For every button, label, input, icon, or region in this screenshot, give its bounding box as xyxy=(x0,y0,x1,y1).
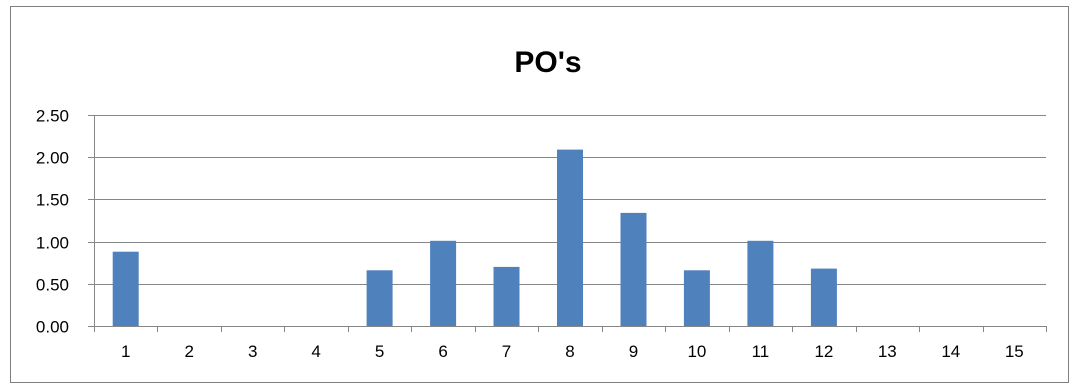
x-tick-label: 3 xyxy=(248,342,257,361)
x-tick-label: 15 xyxy=(1005,342,1024,361)
bar xyxy=(683,270,710,326)
x-tick-label: 2 xyxy=(184,342,193,361)
x-tick-label: 13 xyxy=(878,342,897,361)
y-tick-label: 0.00 xyxy=(36,318,69,337)
y-tick-labels: 0.00 0.50 1.00 1.50 2.00 2.50 xyxy=(36,107,69,337)
bars xyxy=(112,149,837,326)
chart-border xyxy=(10,6,1069,383)
bar xyxy=(810,268,837,326)
x-tick-label: 6 xyxy=(438,342,447,361)
x-tick-label: 12 xyxy=(814,342,833,361)
x-tick-label: 14 xyxy=(941,342,960,361)
bar xyxy=(366,270,393,326)
axes xyxy=(94,115,1047,332)
bar xyxy=(557,149,583,326)
x-tick-label: 7 xyxy=(502,342,511,361)
y-tick-label: 1.50 xyxy=(36,191,69,210)
x-tick-labels: 1 2 3 4 5 6 7 8 9 10 11 12 13 14 15 xyxy=(121,342,1024,361)
chart-title: PO's xyxy=(514,46,581,79)
x-tick-label: 1 xyxy=(121,342,130,361)
bar xyxy=(493,266,520,326)
x-tick-label: 10 xyxy=(687,342,706,361)
y-tick-label: 0.50 xyxy=(36,276,69,295)
bar xyxy=(112,251,139,326)
y-tick-label: 2.50 xyxy=(36,107,69,126)
x-tick-label: 8 xyxy=(565,342,574,361)
y-tick-label: 2.00 xyxy=(36,149,69,168)
bar xyxy=(747,240,774,326)
x-tick-label: 5 xyxy=(375,342,384,361)
y-tick-label: 1.00 xyxy=(36,234,69,253)
x-tick-label: 9 xyxy=(629,342,638,361)
x-tick-label: 4 xyxy=(311,342,320,361)
bar xyxy=(430,240,457,326)
bar xyxy=(620,212,647,326)
x-tick-label: 11 xyxy=(752,342,770,361)
